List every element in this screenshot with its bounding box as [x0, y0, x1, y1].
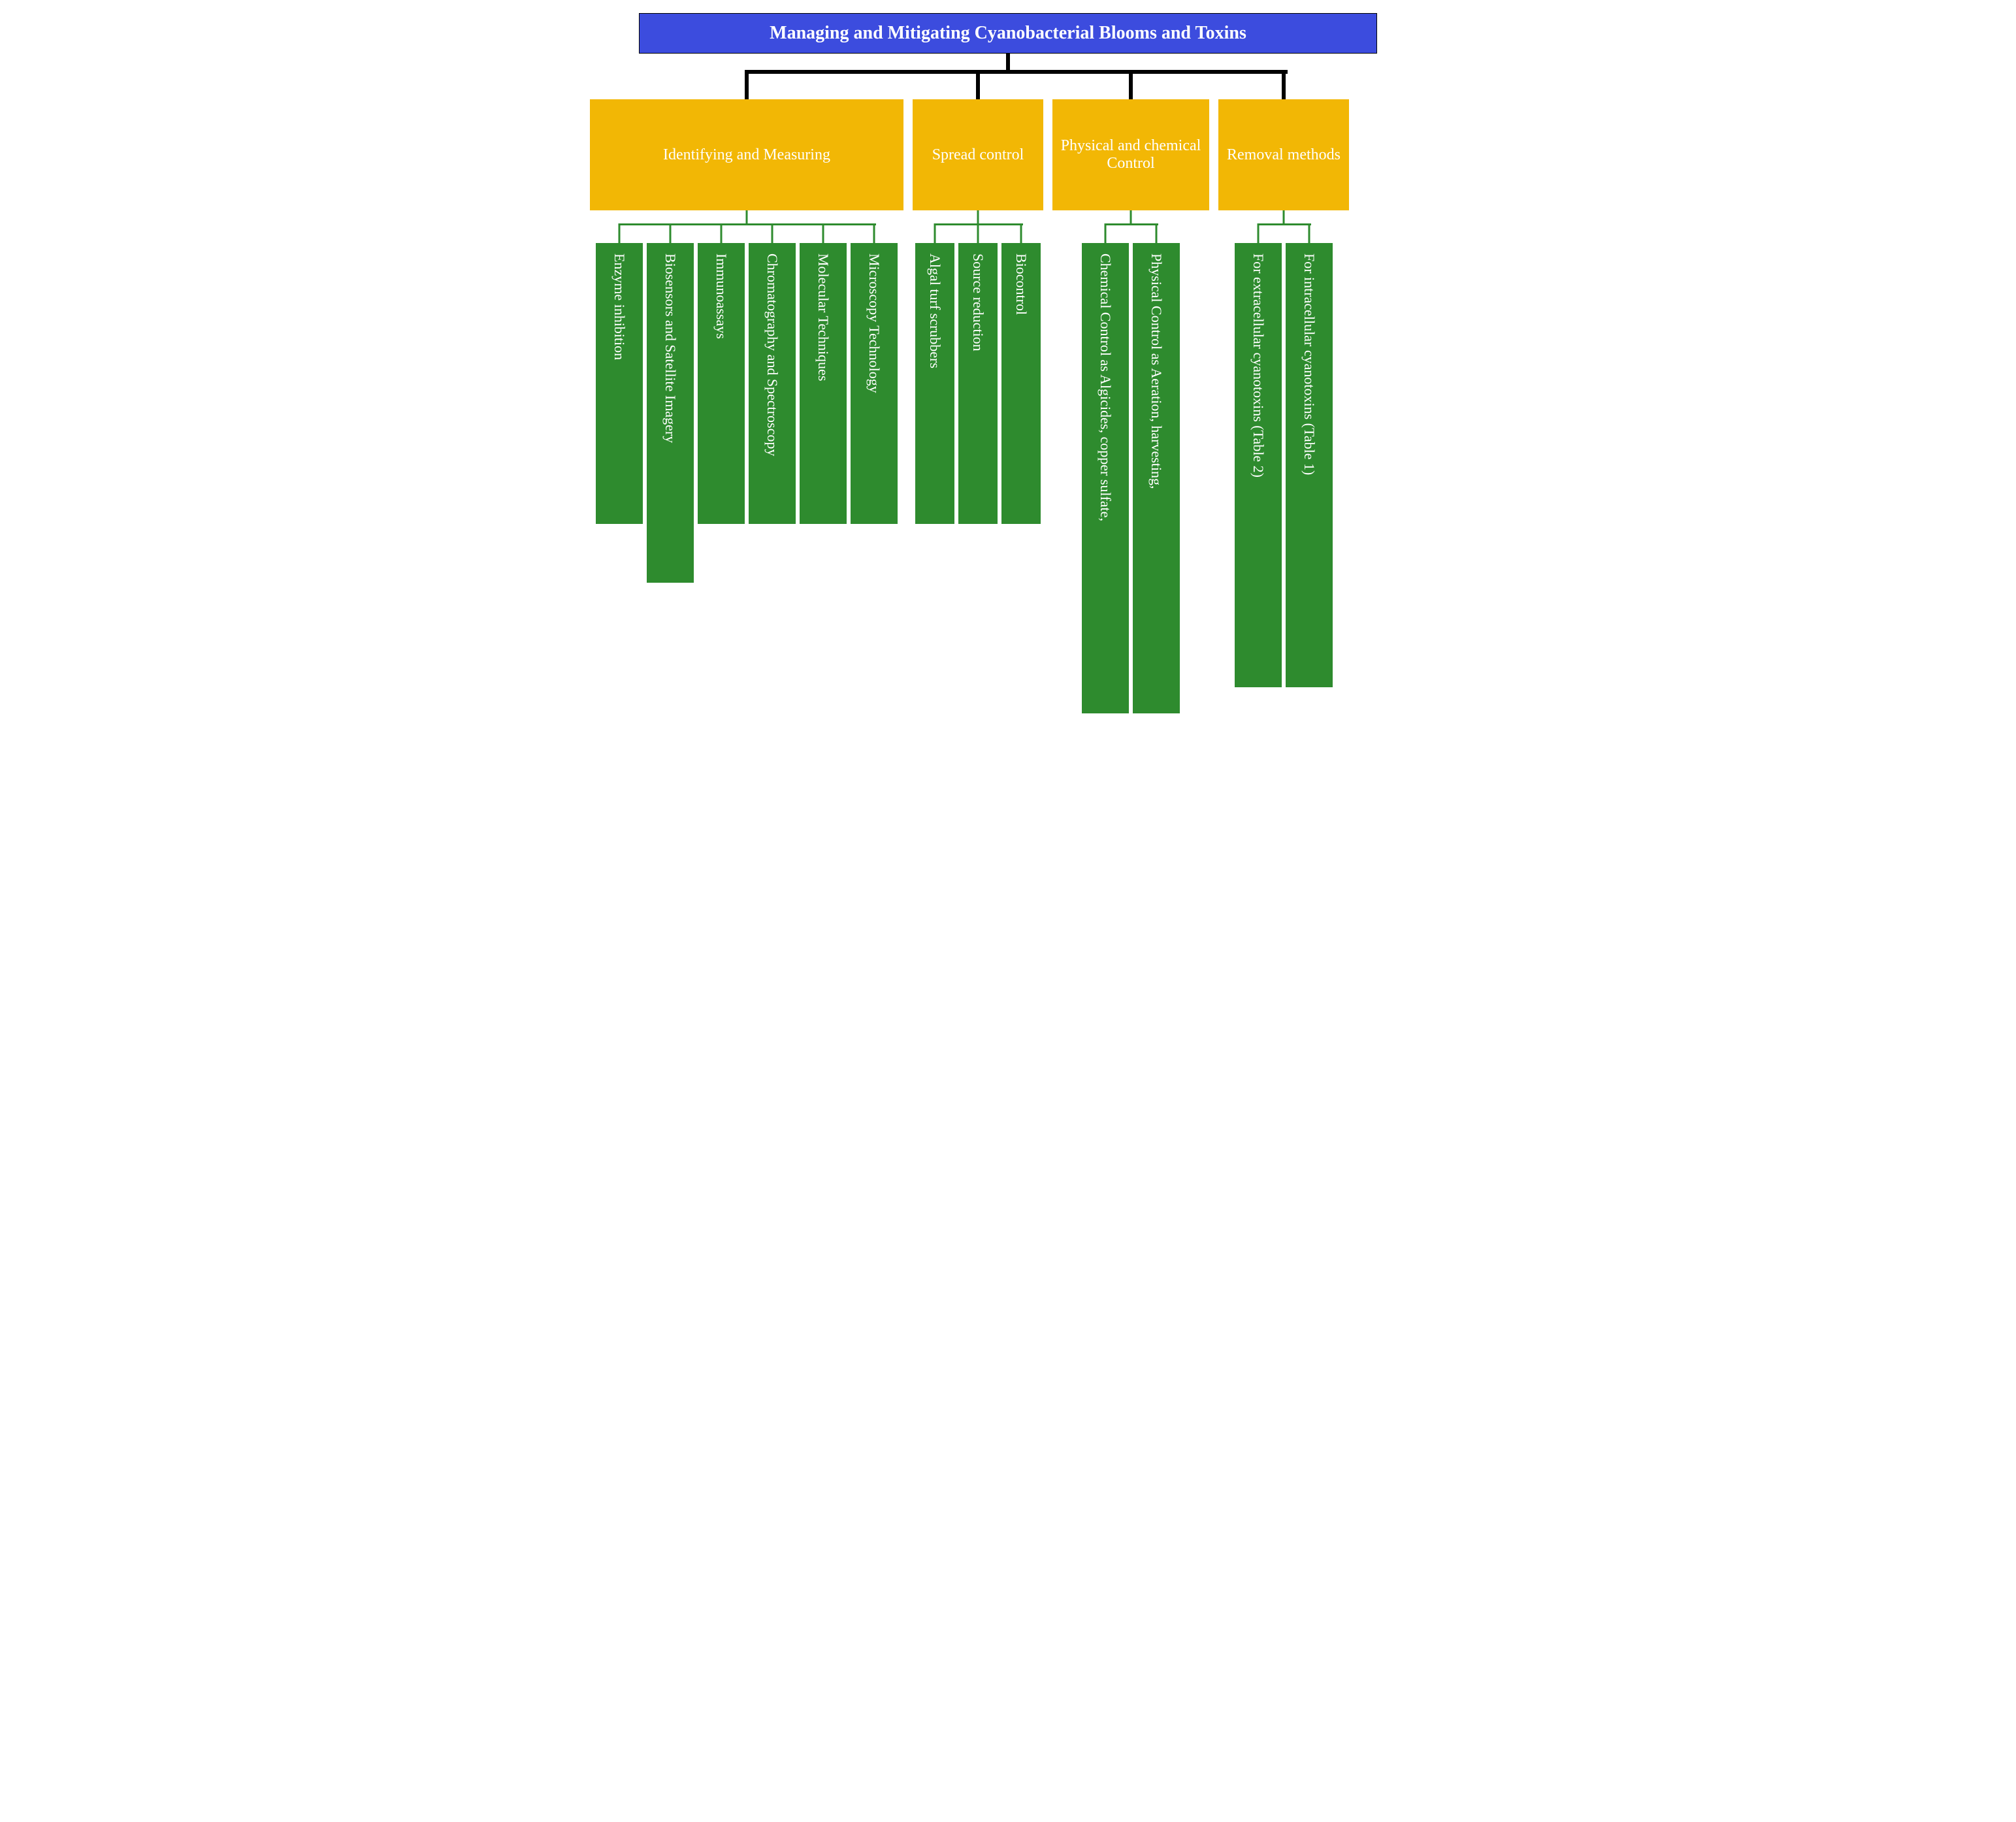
leaf-box: Source reduction [958, 243, 998, 524]
connector-segment [1309, 223, 1310, 243]
leaf-row: Enzyme inhibitionBiosensors and Satellit… [596, 243, 903, 583]
connector-segment [1282, 70, 1286, 99]
leaf-box: Biocontrol [1001, 243, 1041, 524]
connector-segment [619, 223, 621, 243]
leaf-box: For intracellular cyanotoxins (Table 1) [1286, 243, 1333, 687]
level2-connectors [1218, 210, 1349, 243]
connector-segment [1156, 223, 1158, 243]
category-physchem: Physical and chemical Control Chemical Co… [1052, 99, 1209, 713]
connector-segment [670, 223, 672, 243]
category-row: Identifying and Measuring Enzyme inhibiti… [590, 99, 1426, 713]
category-spread: Spread control Algal turf scrubbersSource… [913, 99, 1043, 713]
connector-segment [772, 223, 773, 243]
connector-segment [976, 70, 980, 99]
leaf-box: Immunoassays [698, 243, 745, 524]
leaf-box: Chemical Control as Algicides, copper su… [1082, 243, 1129, 713]
connector-segment [1258, 223, 1311, 225]
level2-connectors [590, 210, 903, 243]
category-box: Spread control [913, 99, 1043, 210]
connector-segment [721, 223, 723, 243]
leaf-box: Chromatography and Spectroscopy [749, 243, 796, 524]
connector-segment [935, 223, 1023, 225]
connector-segment [1130, 210, 1132, 223]
leaf-box: Enzyme inhibition [596, 243, 643, 524]
connector-segment [977, 223, 979, 243]
diagram-title: Managing and Mitigating Cyanobacterial B… [639, 13, 1377, 54]
leaf-box: For extracellular cyanotoxins (Table 2) [1235, 243, 1282, 687]
connector-segment [619, 223, 876, 225]
leaf-box: Molecular Techniques [800, 243, 847, 524]
category-box: Identifying and Measuring [590, 99, 903, 210]
category-box: Removal methods [1218, 99, 1349, 210]
leaf-row: Chemical Control as Algicides, copper su… [1082, 243, 1209, 713]
level2-connectors [913, 210, 1043, 243]
connector-segment [1006, 54, 1010, 70]
connector-segment [977, 210, 979, 223]
hierarchy-diagram: Managing and Mitigating Cyanobacterial B… [590, 13, 1426, 713]
connector-segment [822, 223, 824, 243]
leaf-box: Biosensors and Satellite Imagery [647, 243, 694, 583]
connector-segment [1283, 210, 1285, 223]
leaf-row: For extracellular cyanotoxins (Table 2)F… [1235, 243, 1349, 687]
category-box: Physical and chemical Control [1052, 99, 1209, 210]
leaf-box: Microscopy Technology [851, 243, 898, 524]
category-identifying: Identifying and Measuring Enzyme inhibiti… [590, 99, 903, 713]
connector-segment [934, 223, 936, 243]
connector-segment [1258, 223, 1260, 243]
connector-segment [745, 70, 749, 99]
level2-connectors [1052, 210, 1209, 243]
connector-segment [747, 70, 1288, 74]
leaf-box: Algal turf scrubbers [915, 243, 954, 524]
leaf-row: Algal turf scrubbersSource reductionBioc… [915, 243, 1043, 524]
category-removal: Removal methods For extracellular cyanoto… [1218, 99, 1349, 713]
connector-segment [1129, 70, 1133, 99]
level1-connectors [590, 54, 1426, 99]
connector-segment [746, 210, 748, 223]
connector-segment [873, 223, 875, 243]
connector-segment [1105, 223, 1107, 243]
connector-segment [1105, 223, 1158, 225]
connector-segment [1020, 223, 1022, 243]
leaf-box: Physical Control as Aeration, harvesting… [1133, 243, 1180, 713]
